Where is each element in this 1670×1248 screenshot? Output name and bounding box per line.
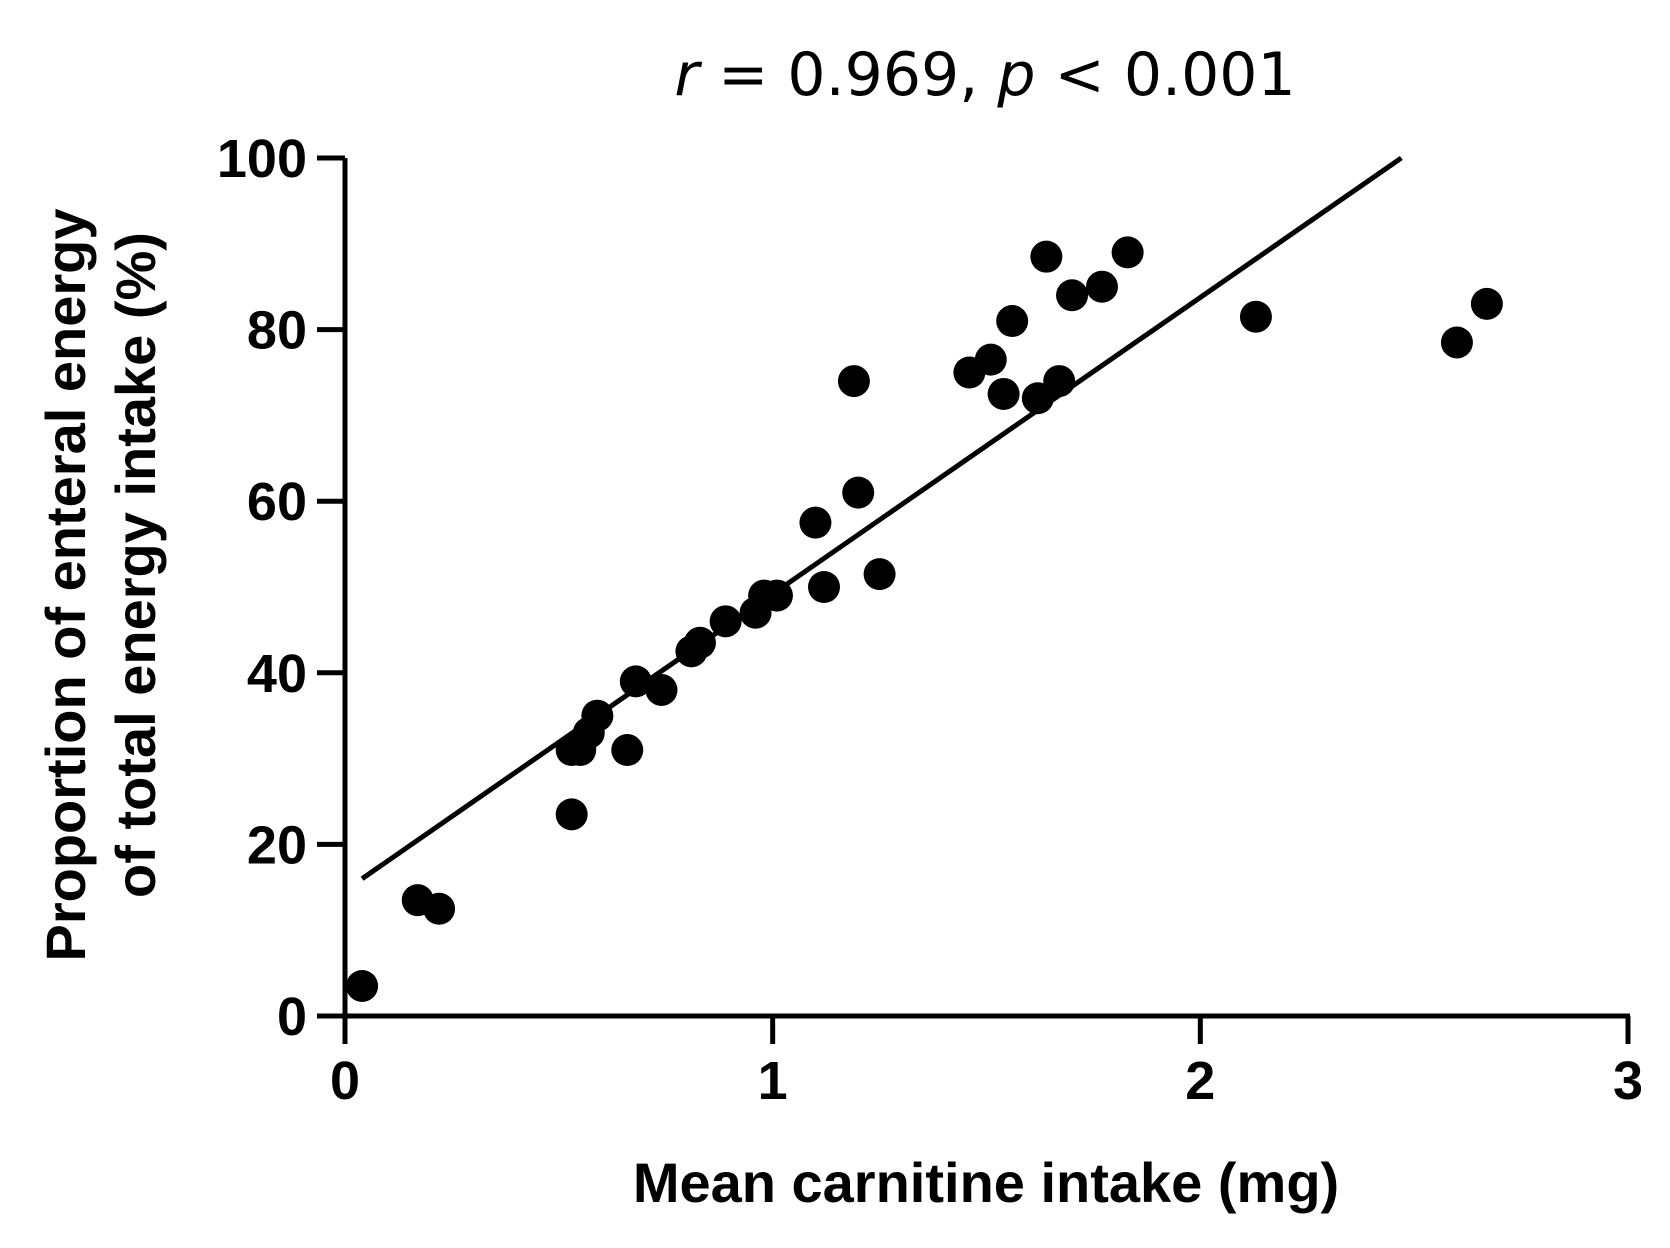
x-tick-label: 3 <box>1613 1051 1643 1111</box>
y-tick-label: 100 <box>217 129 307 189</box>
x-axis-title: Mean carnitine intake (mg) <box>633 1151 1339 1214</box>
data-point <box>1111 236 1144 269</box>
r-value: = 0.969, <box>699 40 997 110</box>
data-point <box>619 665 652 698</box>
y-tick-label: 0 <box>277 987 307 1047</box>
data-point <box>645 673 678 706</box>
data-point <box>842 476 875 509</box>
correlation-annotation: r = 0.969, p < 0.001 <box>674 40 1295 110</box>
fit-line-group <box>360 155 1403 881</box>
y-axis-title-line2: of total energy intake (%) <box>104 232 167 898</box>
data-point <box>1085 270 1118 303</box>
data-point <box>996 305 1029 338</box>
data-point <box>555 798 588 831</box>
data-point <box>611 734 644 767</box>
x-tick-label: 0 <box>330 1051 360 1111</box>
data-point <box>799 506 832 539</box>
data-point <box>760 579 793 612</box>
data-point <box>987 377 1020 410</box>
data-point <box>1021 382 1054 415</box>
y-axis-title-line1: Proportion of enteral energy <box>34 209 97 962</box>
p-value: < 0.001 <box>1035 40 1295 110</box>
data-point <box>837 365 870 398</box>
p-symbol: p <box>996 40 1035 110</box>
data-point <box>581 699 614 732</box>
data-point <box>1470 287 1503 320</box>
y-tick-label: 60 <box>247 472 307 532</box>
data-point <box>1056 279 1089 312</box>
data-points <box>346 236 1503 1002</box>
data-point <box>1440 326 1473 359</box>
data-point <box>683 626 716 659</box>
regression-line <box>360 155 1403 881</box>
y-tick-label: 40 <box>247 644 307 704</box>
y-axis-title: Proportion of enteral energy of total en… <box>34 209 167 962</box>
data-point <box>1043 365 1076 398</box>
x-tick-label: 1 <box>758 1051 788 1111</box>
y-tick-label: 20 <box>247 815 307 875</box>
data-point <box>1239 300 1272 333</box>
data-point <box>346 969 379 1002</box>
data-point <box>863 558 896 591</box>
axes <box>342 158 1630 1019</box>
data-point <box>1030 240 1063 273</box>
y-tick-label: 80 <box>247 301 307 361</box>
data-point <box>807 571 840 603</box>
data-point <box>709 605 742 638</box>
r-symbol: r <box>674 40 702 110</box>
data-point <box>423 892 456 925</box>
x-tick-label: 2 <box>1185 1051 1215 1111</box>
ticks: 0 1 2 3 0 20 40 60 80 100 <box>217 129 1643 1111</box>
data-point <box>974 343 1007 376</box>
